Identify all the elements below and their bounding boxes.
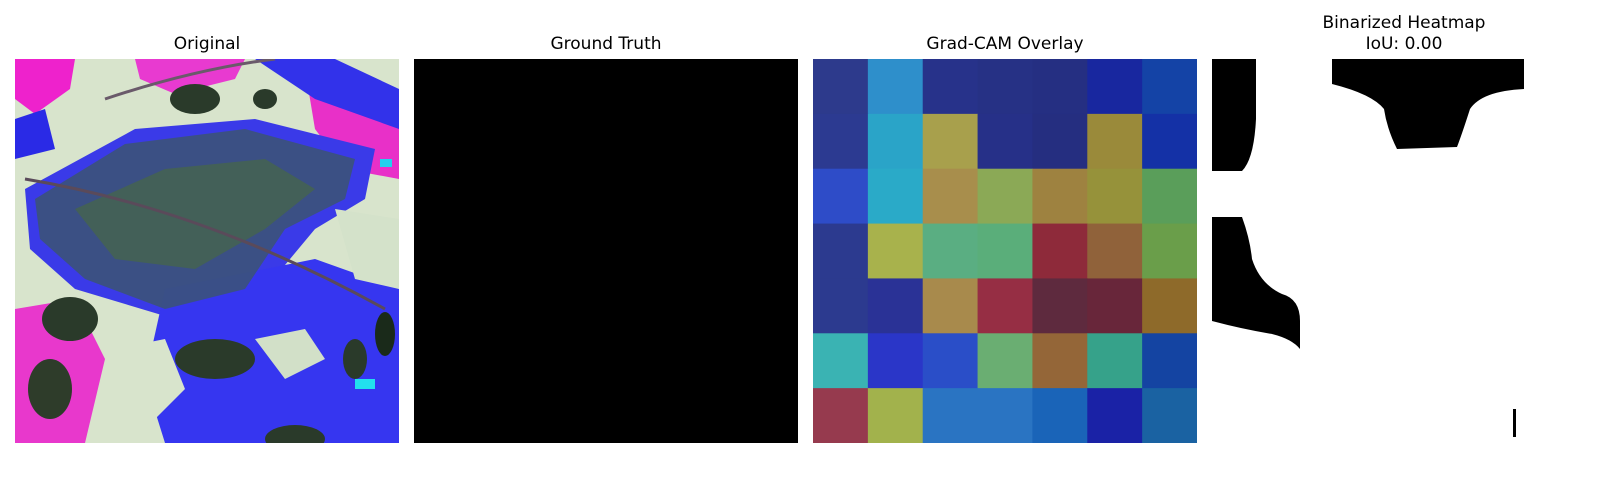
gradcam-cell-3-4 xyxy=(1032,223,1088,279)
gradcam-cell-4-3 xyxy=(977,278,1033,334)
gradcam-cell-6-3 xyxy=(977,388,1033,443)
gradcam-cell-6-0 xyxy=(813,388,869,443)
gradcam-cell-2-4 xyxy=(1032,168,1088,225)
ground-truth-mask xyxy=(414,59,798,443)
gradcam-cell-3-2 xyxy=(922,223,979,279)
gradcam-grid xyxy=(813,59,1197,443)
gradcam-cell-0-2 xyxy=(922,59,979,115)
gradcam-cell-1-1 xyxy=(867,113,924,170)
gradcam-cell-3-6 xyxy=(1142,223,1197,279)
gradcam-cell-5-0 xyxy=(813,333,869,389)
gradcam-cell-4-6 xyxy=(1142,278,1197,334)
original-title: Original xyxy=(173,34,241,54)
gradcam-cell-6-6 xyxy=(1142,388,1197,443)
ground-truth-title: Ground Truth xyxy=(550,34,662,54)
gradcam-cell-3-0 xyxy=(813,223,869,279)
gradcam-cell-1-4 xyxy=(1032,113,1088,170)
gradcam-cell-0-6 xyxy=(1142,59,1197,115)
gradcam-cell-6-1 xyxy=(867,388,924,443)
gradcam-cell-4-1 xyxy=(867,278,924,334)
gradcam-cell-2-1 xyxy=(867,168,924,225)
binarized-heatmap-svg xyxy=(1212,59,1596,443)
gradcam-cell-5-5 xyxy=(1087,333,1143,389)
gradcam-cell-1-0 xyxy=(813,113,869,170)
gradcam-cell-6-5 xyxy=(1087,388,1143,443)
binarized-title: Binarized Heatmap IoU: 0.00 xyxy=(1212,13,1596,55)
gradcam-cell-0-1 xyxy=(867,59,924,115)
gradcam-cell-1-2 xyxy=(922,113,979,170)
gradcam-cell-5-4 xyxy=(1032,333,1088,389)
gradcam-cell-3-5 xyxy=(1087,223,1143,279)
gradcam-cell-5-1 xyxy=(867,333,924,389)
gradcam-cell-2-2 xyxy=(922,168,979,225)
binarized-heatmap xyxy=(1212,59,1596,443)
gradcam-cell-0-0 xyxy=(813,59,869,115)
gradcam-cell-3-1 xyxy=(867,223,924,279)
gradcam-cell-2-3 xyxy=(977,168,1033,225)
original-image xyxy=(15,59,399,443)
gradcam-cell-6-4 xyxy=(1032,388,1088,443)
gradcam-cell-4-0 xyxy=(813,278,869,334)
gradcam-cell-1-6 xyxy=(1142,113,1197,170)
binarized-title-line: Binarized Heatmap xyxy=(1322,13,1486,33)
gradcam-cell-6-2 xyxy=(922,388,979,443)
iou-label: IoU: 0.00 xyxy=(1365,34,1443,54)
gradcam-cell-0-4 xyxy=(1032,59,1088,115)
gradcam-cell-4-5 xyxy=(1087,278,1143,334)
gradcam-cell-5-3 xyxy=(977,333,1033,389)
gradcam-overlay xyxy=(813,59,1197,443)
gradcam-cell-0-5 xyxy=(1087,59,1143,115)
gradcam-cell-2-5 xyxy=(1087,168,1143,225)
gradcam-cell-0-3 xyxy=(977,59,1033,115)
gradcam-cell-1-5 xyxy=(1087,113,1143,170)
original-image-svg xyxy=(15,59,399,443)
gradcam-cell-5-6 xyxy=(1142,333,1197,389)
gradcam-cell-5-2 xyxy=(922,333,979,389)
gradcam-title: Grad-CAM Overlay xyxy=(926,34,1084,54)
gradcam-cell-3-3 xyxy=(977,223,1033,279)
gradcam-cell-1-3 xyxy=(977,113,1033,170)
gradcam-cell-2-0 xyxy=(813,168,869,225)
gradcam-cell-4-4 xyxy=(1032,278,1088,334)
gradcam-cell-4-2 xyxy=(922,278,979,334)
gradcam-cell-2-6 xyxy=(1142,168,1197,225)
